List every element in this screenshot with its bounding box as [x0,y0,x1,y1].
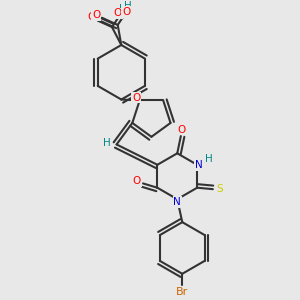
Text: O: O [114,8,122,19]
Text: N: N [195,160,203,170]
Text: O: O [92,10,100,20]
Text: O: O [122,7,130,17]
Text: Br: Br [176,287,188,297]
Text: O: O [88,12,96,22]
Text: S: S [217,184,224,194]
Text: H: H [205,154,212,164]
Text: O: O [133,176,141,186]
Text: O: O [132,93,140,103]
Text: N: N [173,197,181,207]
Text: H: H [124,1,132,11]
Text: H: H [103,138,111,148]
Text: H: H [119,4,127,14]
Text: O: O [177,124,186,135]
